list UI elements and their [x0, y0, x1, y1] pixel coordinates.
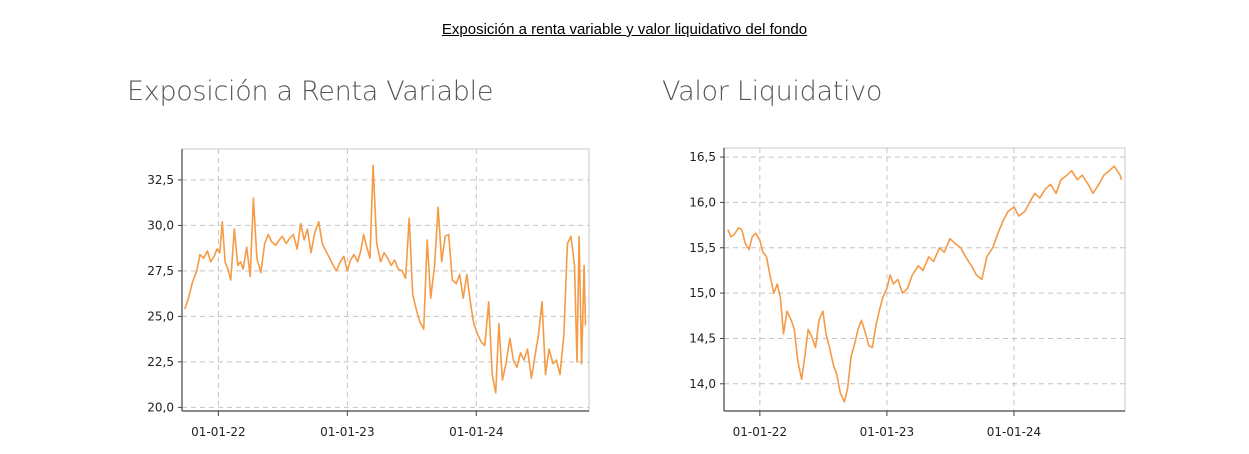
nav-y-tick-label: 15,0	[689, 286, 716, 300]
exposure-y-tick-label: 22,5	[147, 355, 174, 369]
nav-chart: 14,0 14,5 15,0 15,5 16,0 16,5 01-01-22 01-01-23…	[689, 147, 1126, 439]
exposure-y-tick-label: 25,0	[147, 309, 174, 323]
nav-plot-frame	[723, 147, 1126, 412]
chart-title-nav: Valor Liquidativo	[662, 76, 883, 107]
page-title: Exposición a renta variable y valor liqu…	[441, 21, 808, 38]
chart-title-exposure: Exposición a Renta Variable	[127, 76, 494, 107]
nav-y-tick-label: 16,0	[689, 195, 716, 209]
exposure-chart: 20,0 22,5 25,0 27,5 30,0 32,5 01-01-22 01-01-23…	[147, 148, 590, 439]
exposure-y-tick-label: 30,0	[147, 218, 174, 232]
exposure-x-tick-label: 01-01-23	[320, 425, 374, 439]
nav-x-tick-label: 01-01-22	[733, 425, 787, 439]
exposure-y-tick-label: 20,0	[147, 400, 174, 414]
exposure-plot-frame	[181, 148, 590, 412]
nav-y-tick-label: 14,0	[689, 377, 716, 391]
nav-x-tick-label: 01-01-23	[860, 425, 914, 439]
exposure-series-line	[184, 164, 587, 394]
exposure-x-tick-label: 01-01-22	[191, 425, 245, 439]
nav-y-tick-label: 15,5	[689, 241, 716, 255]
exposure-y-tick-label: 32,5	[147, 173, 174, 187]
nav-y-tick-label: 14,5	[689, 331, 716, 345]
nav-y-tick-label: 16,5	[689, 150, 716, 164]
exposure-y-tick-label: 27,5	[147, 264, 174, 278]
exposure-x-tick-label: 01-01-24	[449, 425, 503, 439]
nav-series-line	[727, 165, 1123, 403]
nav-x-tick-label: 01-01-24	[987, 425, 1041, 439]
